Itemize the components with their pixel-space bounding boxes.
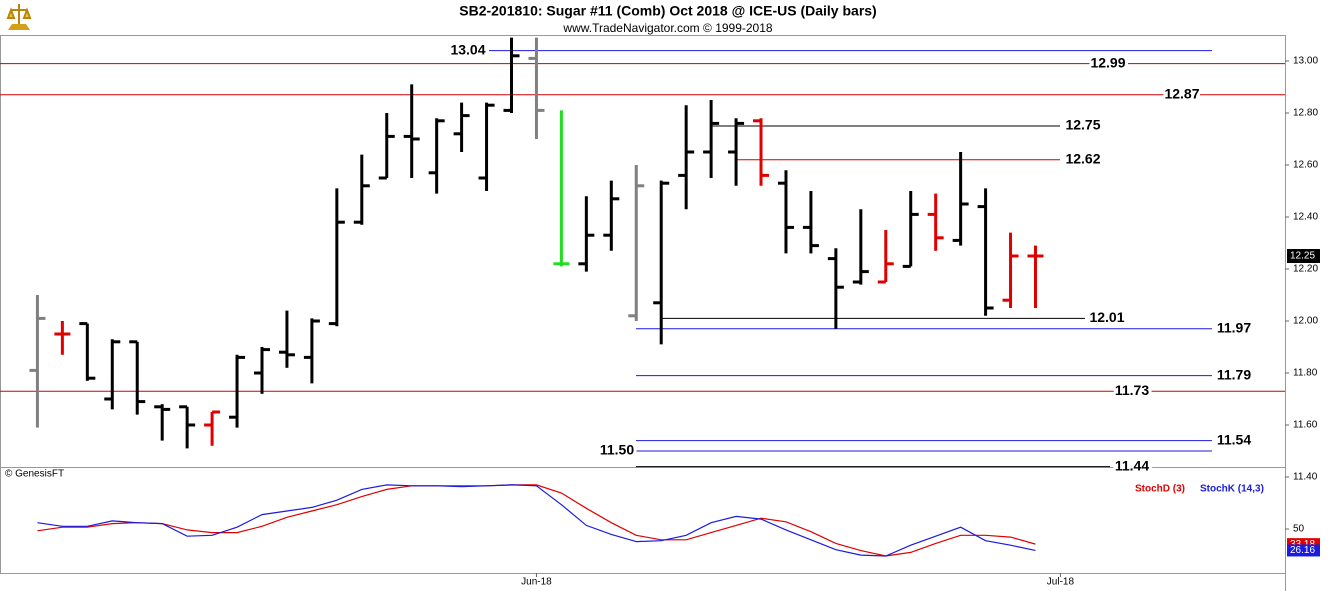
x-tick-label: Jul-18 [1047, 577, 1075, 588]
level-label: 12.87 [1164, 86, 1199, 102]
y-tick-label: 12.00 [1293, 316, 1318, 327]
stoch-line [37, 484, 1036, 557]
x-tick-label: Jun-18 [521, 577, 552, 588]
level-label: 11.50 [600, 442, 634, 458]
chart-subtitle: www.TradeNavigator.com © 1999-2018 [562, 21, 772, 35]
y-tick-label: 12.20 [1293, 264, 1318, 275]
last-value-label: 26.16 [1290, 545, 1315, 556]
level-label: 11.79 [1217, 366, 1251, 382]
level-label: 11.44 [1115, 457, 1149, 473]
y-tick-label: 12.80 [1293, 108, 1318, 119]
logo-scale [6, 4, 32, 24]
last-value-tag [1287, 544, 1320, 557]
logo [6, 4, 32, 30]
y-tick-label: 11.60 [1293, 420, 1318, 431]
level-label: 13.04 [450, 41, 485, 57]
last-price-label: 12.25 [1290, 251, 1315, 262]
stoch-line [37, 484, 1036, 557]
level-label: 11.97 [1217, 320, 1251, 336]
level-label: 12.01 [1089, 309, 1124, 325]
y-tick-label: 12.60 [1293, 160, 1318, 171]
last-value-label: 33.18 [1290, 539, 1315, 550]
y-tick-label: 11.40 [1293, 472, 1318, 483]
source: © GenesisFT [5, 469, 64, 480]
chart-title: SB2-201810: Sugar #11 (Comb) Oct 2018 @ … [459, 3, 876, 19]
legend-entry: StochK (14,3) [1200, 484, 1264, 495]
y-tick-label: 50 [1293, 524, 1305, 535]
y-tick-label: 12.40 [1293, 212, 1318, 223]
level-label: 11.73 [1115, 382, 1149, 398]
level-label: 11.54 [1217, 431, 1251, 447]
level-label: 12.99 [1090, 54, 1125, 70]
level-label: 12.62 [1065, 151, 1100, 167]
level-label: 12.75 [1065, 117, 1100, 133]
y-tick-label: 11.80 [1293, 368, 1318, 379]
logo-base [8, 24, 30, 30]
legend-entry: StochD (3) [1135, 484, 1185, 495]
last-price-tag [1287, 249, 1320, 263]
y-tick-label: 13.00 [1293, 56, 1318, 67]
